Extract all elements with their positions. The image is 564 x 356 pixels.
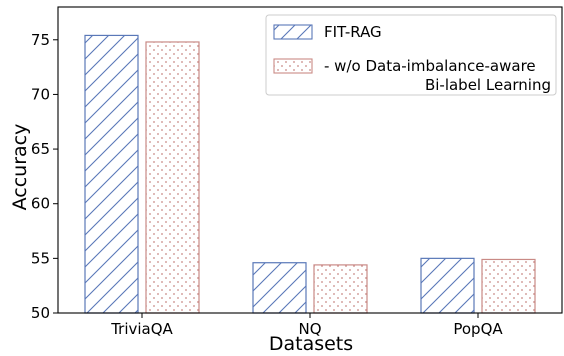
- legend-swatch-ablation: [273, 58, 313, 74]
- y-tick-label: 60: [31, 195, 50, 213]
- x-tick-label: NQ: [298, 320, 321, 338]
- y-tick-label: 70: [31, 85, 50, 103]
- legend-swatch-fit-rag: [273, 24, 313, 40]
- plot-area: [57, 6, 563, 314]
- y-tick-label: 75: [31, 31, 50, 49]
- y-axis-label: Accuracy: [9, 124, 31, 211]
- x-tick-label: TriviaQA: [110, 320, 173, 338]
- legend-label-ablation: - w/o Data-imbalance-aware Bi-label Learn…: [324, 57, 551, 94]
- bar-fit-rag-nq: [252, 262, 307, 314]
- legend: FIT-RAG - w/o Data-imbalance-aware Bi-labe…: [265, 14, 557, 96]
- x-axis-label: Datasets: [269, 333, 353, 355]
- bar-ablation-nq: [313, 264, 368, 314]
- legend-box: [265, 14, 557, 96]
- y-axis: 50 55 60 65 70 75: [31, 31, 58, 322]
- y-tick-label: 65: [31, 140, 50, 158]
- y-tick-label: 55: [31, 249, 50, 267]
- bar-ablation-popqa: [481, 258, 536, 314]
- bar-fit-rag-triviaqa: [84, 34, 139, 314]
- y-tick-label: 50: [31, 304, 50, 322]
- legend-label-fit-rag: FIT-RAG: [324, 23, 382, 41]
- x-tick-label: PopQA: [453, 320, 503, 338]
- x-axis: TriviaQA NQ PopQA: [110, 313, 503, 338]
- bar-fit-rag-popqa: [420, 257, 475, 314]
- bar-ablation-triviaqa: [145, 41, 200, 314]
